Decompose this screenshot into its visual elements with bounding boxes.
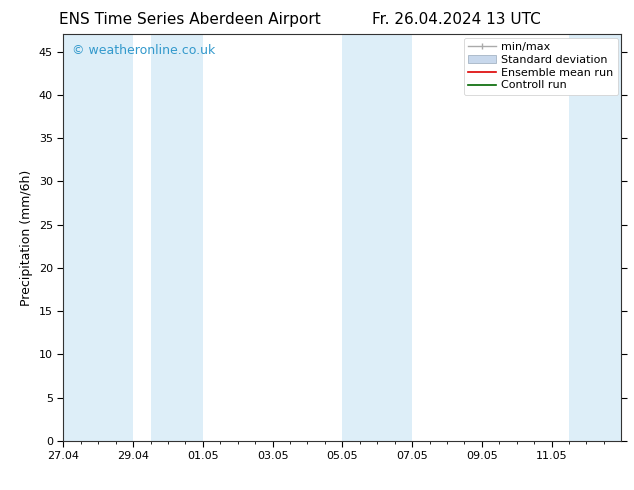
Bar <box>63 34 133 441</box>
Bar <box>569 34 621 441</box>
Text: Fr. 26.04.2024 13 UTC: Fr. 26.04.2024 13 UTC <box>372 12 541 27</box>
Y-axis label: Precipitation (mm/6h): Precipitation (mm/6h) <box>20 170 34 306</box>
Text: ENS Time Series Aberdeen Airport: ENS Time Series Aberdeen Airport <box>60 12 321 27</box>
Text: © weatheronline.co.uk: © weatheronline.co.uk <box>72 45 215 57</box>
Bar <box>342 34 412 441</box>
Legend: min/max, Standard deviation, Ensemble mean run, Controll run: min/max, Standard deviation, Ensemble me… <box>463 38 618 95</box>
Bar <box>150 34 203 441</box>
